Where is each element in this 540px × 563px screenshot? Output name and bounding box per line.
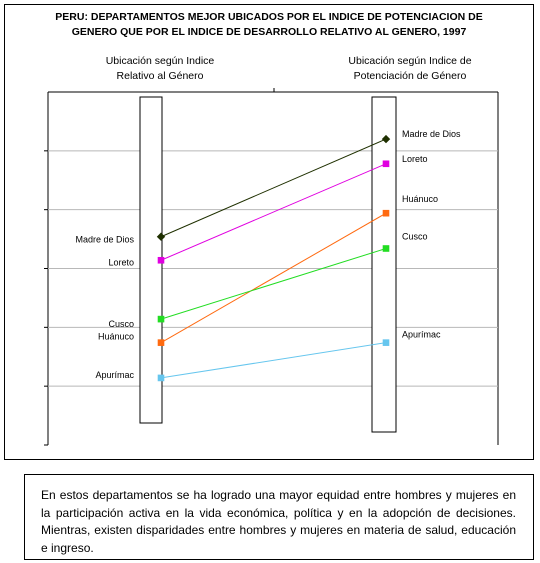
data-point xyxy=(156,232,166,241)
chart-title-line-1: PERU: DEPARTAMENTOS MEJOR UBICADOS POR E… xyxy=(55,11,483,23)
chart-title: PERU: DEPARTAMENTOS MEJOR UBICADOS POR E… xyxy=(4,10,534,40)
slope-chart: Madre de Dios Madre de Dios Loreto Loreto Hu… xyxy=(44,88,499,446)
data-point xyxy=(157,339,165,346)
note-text: En estos departamentos se ha logrado una… xyxy=(41,488,516,555)
right-point-label: Apurímac xyxy=(402,330,441,340)
series-line xyxy=(160,212,387,344)
data-point xyxy=(157,374,165,382)
right-axis-heading: Ubicación según Indice de Potenciación d… xyxy=(310,54,510,84)
data-point xyxy=(382,245,390,252)
chart-title-line-2: GENERO QUE POR EL INDICE DE DESARROLLO R… xyxy=(71,26,467,38)
right-point-label: Madre de Dios xyxy=(402,129,461,139)
series-line xyxy=(160,138,387,238)
right-axis-rail xyxy=(371,96,397,433)
right-axis-heading-line-2: Potenciación de Género xyxy=(353,70,467,82)
right-point-label: Cusco xyxy=(402,231,428,241)
chart-frame xyxy=(4,4,534,460)
series-line xyxy=(160,342,387,379)
left-axis-heading-line-1: Ubicación según Indice xyxy=(105,55,215,67)
data-point xyxy=(157,256,165,264)
left-point-label: Cusco xyxy=(108,319,134,329)
series-line xyxy=(160,163,387,261)
right-point-label: Loreto xyxy=(402,154,428,164)
note-box: En estos departamentos se ha logrado una… xyxy=(24,474,534,560)
data-point xyxy=(157,315,165,323)
left-axis-heading: Ubicación según Indice Relativo al Géner… xyxy=(60,54,260,84)
right-point-label: Huánuco xyxy=(402,194,438,204)
data-point xyxy=(381,134,391,144)
right-axis-heading-line-1: Ubicación según Indice de xyxy=(348,55,472,67)
left-point-label: Madre de Dios xyxy=(75,235,134,245)
left-axis-heading-line-2: Relativo al Género xyxy=(116,70,204,82)
left-point-label: Huánuco xyxy=(98,332,134,342)
data-point xyxy=(382,160,390,168)
left-point-label: Loreto xyxy=(108,257,134,267)
left-point-label: Apurímac xyxy=(95,370,134,380)
series-line xyxy=(160,248,387,320)
data-point xyxy=(382,339,390,346)
data-point xyxy=(382,209,390,217)
